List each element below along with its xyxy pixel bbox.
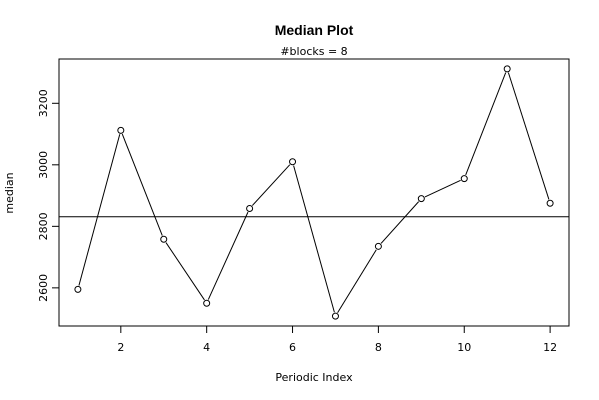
x-tick-label: 10 xyxy=(457,341,471,354)
chart-subtitle: #blocks = 8 xyxy=(280,45,347,58)
x-tick-label: 6 xyxy=(289,341,296,354)
series-segment xyxy=(465,72,507,176)
data-point xyxy=(203,299,211,307)
series-segment xyxy=(165,242,205,301)
x-axis-label: Periodic Index xyxy=(275,371,353,384)
y-axis: 2600 2800 3000 3200 xyxy=(37,89,59,302)
data-point xyxy=(246,204,254,212)
data-point xyxy=(417,195,425,203)
y-tick-label: 3000 xyxy=(37,151,50,179)
y-tick-label: 3200 xyxy=(37,89,50,117)
y-axis-label: median xyxy=(3,172,16,213)
chart-title: Median Plot xyxy=(275,22,354,38)
series-segment xyxy=(121,133,163,236)
x-tick-label: 8 xyxy=(375,341,382,354)
x-tick-label: 12 xyxy=(543,341,557,354)
series-segment xyxy=(293,165,335,313)
data-point xyxy=(546,199,554,207)
data-point xyxy=(289,158,297,166)
x-tick-label: 4 xyxy=(203,341,210,354)
series-group xyxy=(74,65,554,320)
data-point xyxy=(460,175,468,183)
x-tick-label: 2 xyxy=(117,341,124,354)
data-point xyxy=(117,126,125,134)
data-point xyxy=(374,242,382,250)
series-segment xyxy=(78,134,121,286)
series-segment xyxy=(251,164,291,206)
x-axis: 2 4 6 8 10 12 xyxy=(117,326,557,354)
data-point xyxy=(503,65,511,73)
y-tick-label: 2600 xyxy=(37,274,50,302)
y-tick-label: 2800 xyxy=(37,212,50,240)
series-segment xyxy=(424,179,461,198)
series-segment xyxy=(380,201,420,244)
series-segment xyxy=(207,211,249,300)
data-point xyxy=(331,312,339,320)
data-point xyxy=(160,235,168,243)
plot-frame xyxy=(58,58,570,327)
data-point xyxy=(74,285,82,293)
series-segment xyxy=(507,72,550,200)
series-segment xyxy=(337,249,377,314)
